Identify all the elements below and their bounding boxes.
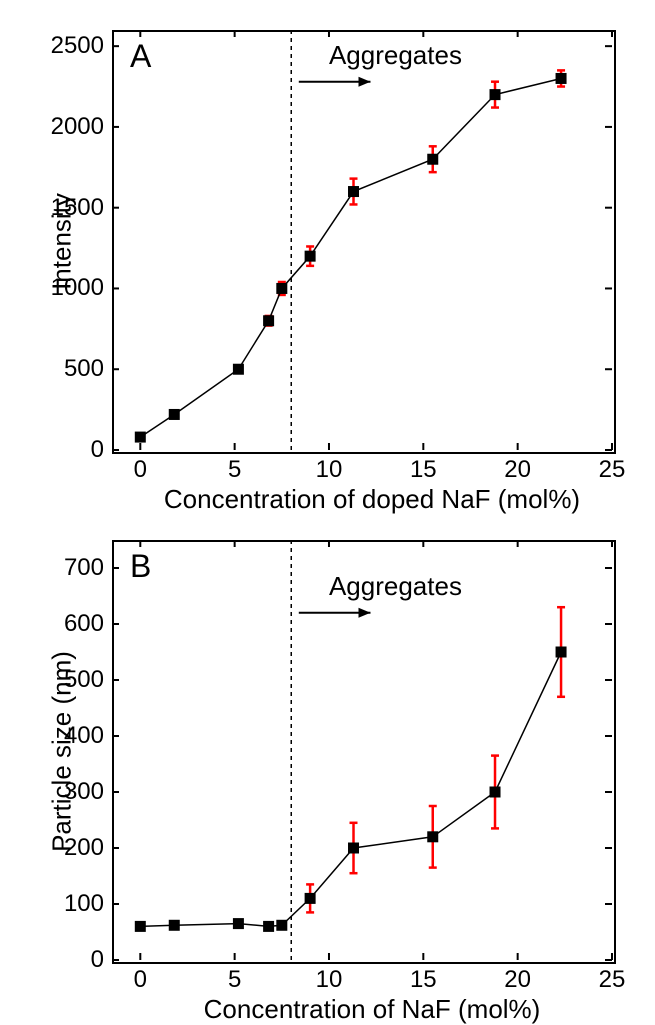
- x-tick-label: 20: [498, 456, 538, 484]
- x-tick-label: 10: [309, 966, 349, 994]
- x-tick-label: 5: [215, 966, 255, 994]
- y-tick-label: 0: [91, 946, 104, 974]
- y-tick-label: 200: [64, 834, 104, 862]
- x-tick-label: 0: [120, 966, 160, 994]
- x-tick-label: 15: [403, 966, 443, 994]
- y-tick-label: 300: [64, 778, 104, 806]
- x-tick-label: 25: [592, 456, 632, 484]
- y-tick-label: 1500: [51, 194, 104, 222]
- panel-a-plot-area: [112, 30, 616, 454]
- y-tick-label: 100: [64, 890, 104, 918]
- panel-b-xlabel: Concentration of NaF (mol%): [152, 994, 592, 1025]
- y-tick-label: 500: [64, 666, 104, 694]
- panel-b-annotation: Aggregates: [329, 571, 462, 602]
- y-tick-label: 2000: [51, 113, 104, 141]
- figure-container: A Aggregates Intensity Concentration of …: [0, 0, 655, 1020]
- panel-b-letter: B: [130, 548, 151, 585]
- y-tick-label: 1000: [51, 274, 104, 302]
- x-tick-label: 10: [309, 456, 349, 484]
- panel-a-xlabel: Concentration of doped NaF (mol%): [152, 484, 592, 515]
- y-tick-label: 500: [64, 355, 104, 383]
- x-tick-label: 0: [120, 456, 160, 484]
- y-tick-label: 400: [64, 722, 104, 750]
- x-tick-label: 5: [215, 456, 255, 484]
- y-tick-label: 2500: [51, 32, 104, 60]
- panel-a-letter: A: [130, 38, 151, 75]
- y-tick-label: 700: [64, 554, 104, 582]
- y-tick-label: 0: [91, 436, 104, 464]
- panel-b-plot-area: [112, 540, 616, 964]
- x-tick-label: 20: [498, 966, 538, 994]
- x-tick-label: 15: [403, 456, 443, 484]
- y-tick-label: 600: [64, 610, 104, 638]
- x-tick-label: 25: [592, 966, 632, 994]
- panel-a-annotation: Aggregates: [329, 40, 462, 71]
